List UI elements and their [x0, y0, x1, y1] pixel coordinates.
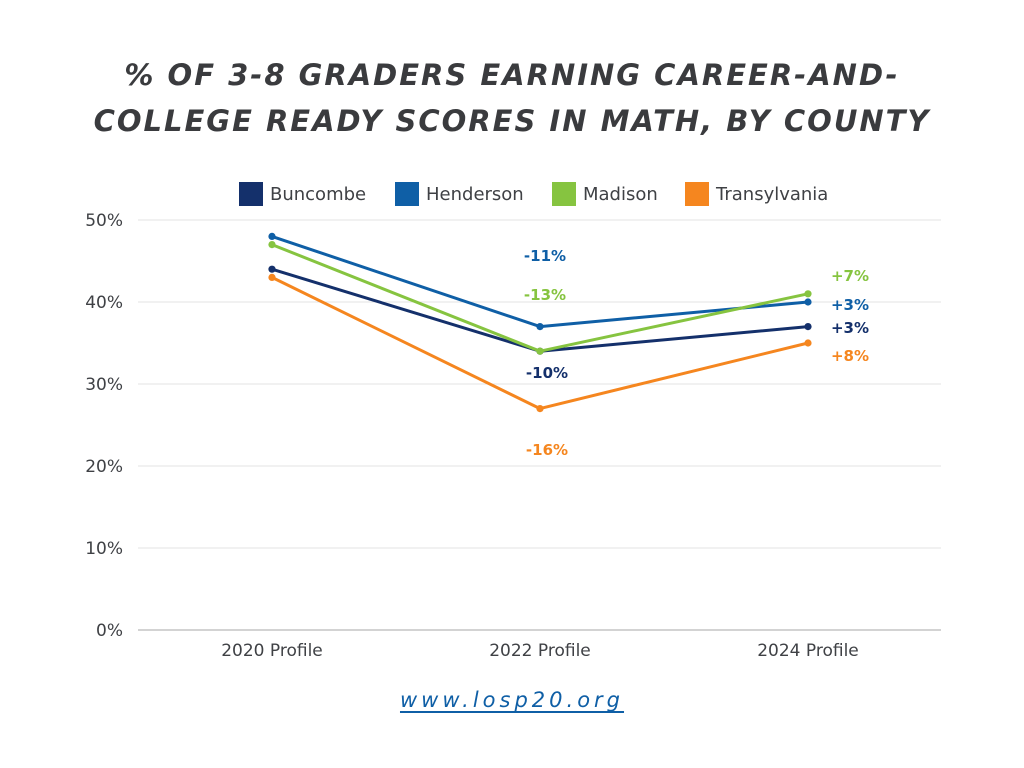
y-tick-label: 0%	[96, 621, 123, 641]
chart-legend: Buncombe Henderson Madison Transylvania	[239, 182, 828, 206]
data-point	[804, 298, 812, 306]
x-tick-label: 2022 Profile	[489, 641, 591, 661]
chart-series	[268, 232, 812, 413]
legend-label: Madison	[583, 184, 658, 205]
data-point	[536, 323, 544, 331]
data-point	[804, 290, 812, 298]
data-label: -11%	[524, 247, 566, 265]
y-axis: 0% 10% 20% 30% 40% 50%	[85, 211, 123, 641]
legend-swatch	[552, 182, 576, 206]
source-website-link[interactable]: www.losp20.org	[399, 688, 625, 712]
chart-title: % OF 3-8 GRADERS EARNING CAREER-AND-COLL…	[93, 58, 931, 138]
y-tick-label: 20%	[85, 457, 123, 477]
legend-label: Henderson	[426, 184, 524, 205]
data-point	[536, 405, 544, 413]
y-tick-label: 40%	[85, 293, 123, 313]
data-point	[804, 339, 812, 347]
legend-swatch	[395, 182, 419, 206]
data-label: +8%	[831, 347, 869, 365]
x-tick-label: 2024 Profile	[757, 641, 859, 661]
data-label: -16%	[526, 441, 568, 459]
legend-label: Buncombe	[270, 184, 366, 205]
x-axis: 2020 Profile 2022 Profile 2024 Profile	[221, 641, 859, 661]
data-point	[536, 347, 544, 355]
y-tick-label: 30%	[85, 375, 123, 395]
x-tick-label: 2020 Profile	[221, 641, 323, 661]
legend-swatch	[239, 182, 263, 206]
data-label: +3%	[831, 296, 869, 314]
data-label: -13%	[524, 286, 566, 304]
data-point	[268, 232, 276, 240]
legend-swatch	[685, 182, 709, 206]
data-point	[804, 323, 812, 331]
data-point	[268, 241, 276, 249]
y-tick-label: 10%	[85, 539, 123, 559]
chart-data-labels: -10% +3% -11% +3% -13% +7% -16% +8%	[524, 247, 869, 459]
data-point	[268, 265, 276, 273]
y-tick-label: 50%	[85, 211, 123, 231]
data-point	[268, 273, 276, 281]
legend-label: Transylvania	[715, 184, 828, 205]
data-label: -10%	[526, 364, 568, 382]
chart-gridlines	[138, 219, 941, 631]
data-label: +7%	[831, 267, 869, 285]
data-label: +3%	[831, 319, 869, 337]
